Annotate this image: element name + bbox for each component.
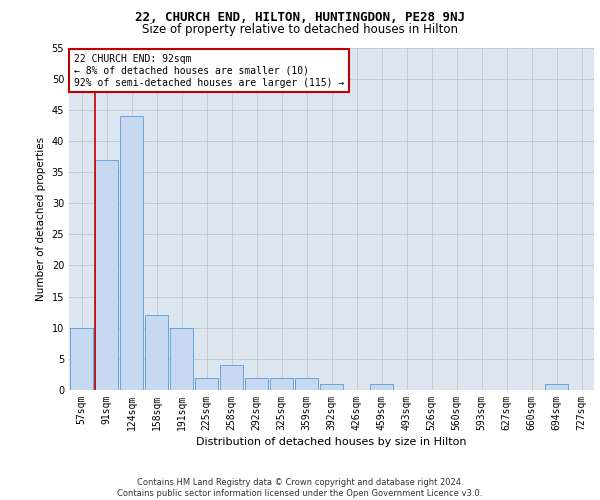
Bar	[70, 328, 94, 390]
X-axis label: Distribution of detached houses by size in Hilton: Distribution of detached houses by size …	[196, 437, 467, 447]
Bar	[245, 378, 268, 390]
Text: Size of property relative to detached houses in Hilton: Size of property relative to detached ho…	[142, 22, 458, 36]
Bar	[320, 384, 343, 390]
Bar	[370, 384, 394, 390]
Bar	[220, 365, 244, 390]
Bar	[170, 328, 193, 390]
Text: Contains HM Land Registry data © Crown copyright and database right 2024.
Contai: Contains HM Land Registry data © Crown c…	[118, 478, 482, 498]
Bar	[194, 378, 218, 390]
Bar	[545, 384, 568, 390]
Bar	[269, 378, 293, 390]
Text: 22 CHURCH END: 92sqm
← 8% of detached houses are smaller (10)
92% of semi-detach: 22 CHURCH END: 92sqm ← 8% of detached ho…	[74, 54, 344, 88]
Bar	[95, 160, 118, 390]
Y-axis label: Number of detached properties: Number of detached properties	[36, 136, 46, 301]
Bar	[295, 378, 319, 390]
Text: 22, CHURCH END, HILTON, HUNTINGDON, PE28 9NJ: 22, CHURCH END, HILTON, HUNTINGDON, PE28…	[135, 11, 465, 24]
Bar	[119, 116, 143, 390]
Bar	[145, 316, 169, 390]
